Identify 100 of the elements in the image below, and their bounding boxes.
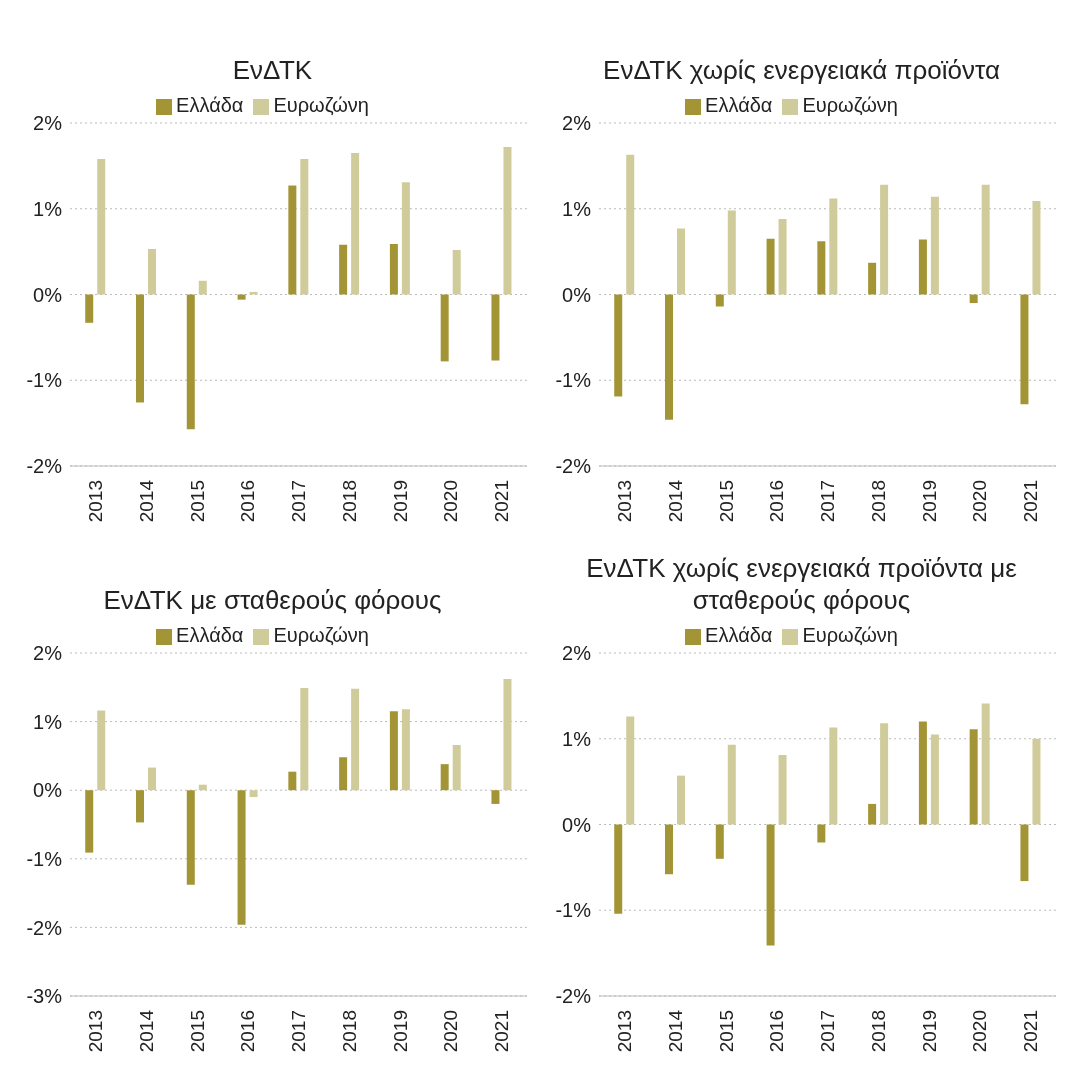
bar xyxy=(300,687,309,791)
x-tick-label: 2020 xyxy=(440,1010,462,1053)
x-tick-label: 2014 xyxy=(135,1009,157,1053)
bar xyxy=(351,688,360,791)
x-tick-label: 2020 xyxy=(969,1010,991,1053)
bar xyxy=(829,198,838,295)
y-tick-label: -2% xyxy=(555,455,592,478)
chart-title: ΕνΔΤΚ χωρίς ενεργειακά προϊόντα xyxy=(602,54,1001,86)
y-tick-label: 2% xyxy=(562,112,592,135)
bar xyxy=(237,790,246,925)
bar xyxy=(97,159,106,295)
y-tick-label: -1% xyxy=(26,369,63,392)
x-tick-label: 2021 xyxy=(491,480,513,523)
bar xyxy=(817,824,826,843)
bar xyxy=(249,291,258,295)
bar xyxy=(677,775,686,825)
y-tick-label: 0% xyxy=(562,283,592,306)
bar xyxy=(97,710,106,791)
bar xyxy=(148,249,157,295)
legend-label: Ευρωζώνη xyxy=(273,624,369,646)
bar xyxy=(339,244,348,295)
bar xyxy=(969,729,978,825)
bar xyxy=(766,824,775,946)
x-tick-label: 2021 xyxy=(1020,1010,1042,1053)
bar xyxy=(401,709,410,791)
x-tick-label: 2020 xyxy=(969,480,991,523)
x-tick-label: 2013 xyxy=(85,480,107,523)
y-tick-label: -1% xyxy=(26,847,63,870)
bar xyxy=(503,679,512,791)
x-tick-label: 2018 xyxy=(338,480,360,523)
y-tick-label: -3% xyxy=(26,985,63,1008)
bar xyxy=(727,744,736,825)
x-tick-label: 2017 xyxy=(817,1010,839,1053)
x-tick-label: 2015 xyxy=(186,1010,208,1053)
bar xyxy=(614,824,623,914)
bar xyxy=(249,790,258,798)
x-tick-label: 2019 xyxy=(389,480,411,523)
x-tick-label: 2013 xyxy=(85,1010,107,1053)
bar xyxy=(440,764,449,791)
y-tick-label: -2% xyxy=(26,455,63,478)
x-tick-label: 2020 xyxy=(440,480,462,523)
x-tick-label: 2017 xyxy=(288,480,310,523)
bar xyxy=(452,744,461,791)
bar xyxy=(401,182,410,295)
bar xyxy=(440,294,449,362)
y-tick-label: 2% xyxy=(562,642,592,665)
bar xyxy=(288,185,297,295)
legend-label: Ευρωζώνη xyxy=(802,94,898,116)
chart-title: ΕνΔΤΚ χωρίς ενεργειακά προϊόντα με σταθερούς φόρους xyxy=(585,552,1018,616)
bar xyxy=(778,755,787,825)
x-tick-label: 2013 xyxy=(614,1010,636,1053)
y-tick-label: -2% xyxy=(555,985,592,1008)
x-tick-label: 2019 xyxy=(918,480,940,523)
x-tick-label: 2016 xyxy=(766,1010,788,1053)
bar xyxy=(148,767,157,791)
legend-label: Ευρωζώνη xyxy=(802,624,898,646)
bar xyxy=(452,249,461,295)
x-tick-label: 2014 xyxy=(664,479,686,523)
bar xyxy=(339,757,348,791)
y-tick-label: 0% xyxy=(33,283,63,306)
x-tick-label: 2015 xyxy=(186,480,208,523)
x-tick-label: 2021 xyxy=(1020,480,1042,523)
y-tick-label: 1% xyxy=(33,197,63,220)
y-tick-label: 1% xyxy=(33,710,63,733)
bar xyxy=(136,294,145,403)
y-tick-label: 0% xyxy=(33,779,63,802)
bar xyxy=(817,241,826,295)
bar xyxy=(389,243,398,295)
bar xyxy=(918,239,927,295)
bar xyxy=(1020,824,1029,882)
bar xyxy=(727,210,736,295)
bar xyxy=(665,824,674,875)
x-tick-label: 2019 xyxy=(389,1010,411,1053)
bar xyxy=(880,723,889,825)
bar xyxy=(665,294,674,420)
bar xyxy=(186,790,195,885)
x-tick-label: 2016 xyxy=(237,480,259,523)
bar xyxy=(626,716,635,825)
x-tick-label: 2021 xyxy=(491,1010,513,1053)
bar xyxy=(186,294,195,430)
legend-label: Ελλάδα xyxy=(176,624,244,646)
bar xyxy=(778,219,787,295)
bar xyxy=(930,196,939,295)
bar xyxy=(288,771,297,791)
legend-label: Ελλάδα xyxy=(176,94,244,116)
bar xyxy=(969,294,978,304)
bar xyxy=(626,154,635,295)
x-tick-label: 2014 xyxy=(664,1009,686,1053)
y-tick-label: -2% xyxy=(26,916,63,939)
x-tick-label: 2018 xyxy=(867,480,889,523)
y-tick-label: 2% xyxy=(33,112,63,135)
bar xyxy=(918,721,927,825)
x-tick-label: 2019 xyxy=(918,1010,940,1053)
bar xyxy=(85,790,94,853)
bar xyxy=(300,159,309,295)
bar xyxy=(715,294,724,307)
bar xyxy=(85,294,94,323)
x-tick-label: 2018 xyxy=(867,1010,889,1053)
bar xyxy=(868,803,877,825)
x-tick-label: 2015 xyxy=(715,1010,737,1053)
